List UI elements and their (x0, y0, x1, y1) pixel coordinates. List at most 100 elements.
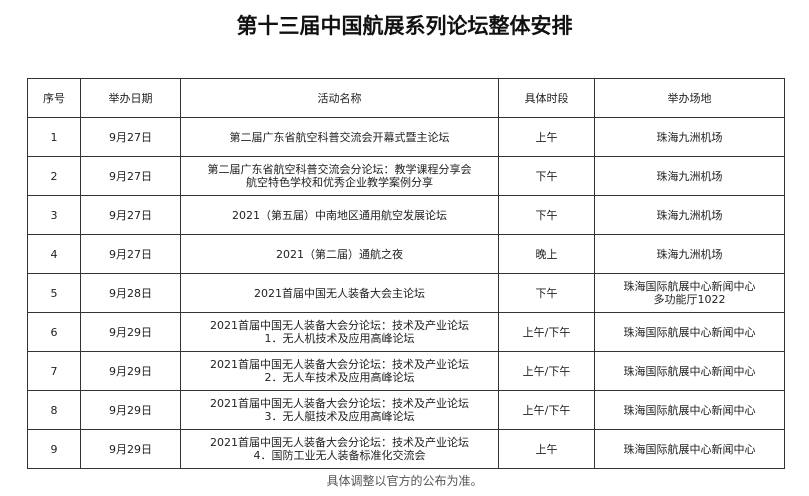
table-row: 2 9月27日 第二届广东省航空科普交流会分论坛：教学课程分享会 航空特色学校和优秀企… (27, 156, 785, 196)
footnote: 具体调整以官方的公布为准。 (326, 474, 483, 488)
cell-time: 下午 (498, 156, 595, 196)
cell-time: 下午 (498, 273, 595, 313)
cell-date: 9月27日 (80, 117, 181, 157)
cell-time-text: 上午/下午 (522, 403, 571, 417)
cell-index-text: 5 (50, 286, 58, 300)
cell-date-text: 9月27日 (109, 130, 152, 144)
table-row: 9 9月29日 2021首届中国无人装备大会分论坛：技术及产业论坛 4．国防工业无人装… (27, 429, 785, 469)
cell-index: 2 (27, 156, 81, 196)
cell-venue: 珠海国际航展中心新闻中心 (594, 429, 785, 469)
cell-date: 9月29日 (80, 351, 181, 391)
cell-event-text: 航空特色学校和优秀企业教学案例分享 (246, 176, 433, 189)
cell-time-text: 上午 (535, 130, 558, 144)
cell-venue-text: 珠海国际航展中心新闻中心 (623, 364, 756, 378)
cell-venue-text: 珠海九洲机场 (656, 208, 723, 222)
table-row: 5 9月28日 2021首届中国无人装备大会主论坛 下午 珠海国际航展中心新闻中心 多功能… (27, 273, 785, 313)
cell-time: 上午 (498, 429, 595, 469)
cell-event-text: 2021首届中国无人装备大会分论坛：技术及产业论坛 (210, 436, 469, 449)
cell-index-text: 6 (50, 325, 58, 339)
cell-date-text: 9月29日 (109, 442, 152, 456)
cell-venue: 珠海九洲机场 (594, 117, 785, 157)
cell-event: 第二届广东省航空科普交流会分论坛：教学课程分享会 航空特色学校和优秀企业教学案例分… (180, 156, 499, 196)
cell-time-text: 上午/下午 (522, 325, 571, 339)
cell-time: 上午/下午 (498, 312, 595, 352)
table-row: 4 9月27日 2021（第二届）通航之夜 晚上 珠海九洲机场 (27, 234, 785, 274)
cell-event: 2021（第二届）通航之夜 (180, 234, 499, 274)
cell-date: 9月29日 (80, 390, 181, 430)
page-title: 第十三届中国航展系列论坛整体安排 (236, 14, 573, 38)
cell-venue-text: 珠海九洲机场 (656, 247, 723, 261)
cell-index-text: 4 (50, 247, 58, 261)
cell-event-text: 2021首届中国无人装备大会分论坛：技术及产业论坛 (210, 397, 469, 410)
cell-date: 9月27日 (80, 234, 181, 274)
header-index: 序号 (27, 78, 81, 118)
table-row: 6 9月29日 2021首届中国无人装备大会分论坛：技术及产业论坛 1．无人机技术及应… (27, 312, 785, 352)
cell-event-text: 第二届广东省航空科普交流会开幕式暨主论坛 (229, 130, 450, 144)
cell-time-text: 上午/下午 (522, 364, 571, 378)
cell-venue: 珠海九洲机场 (594, 195, 785, 235)
cell-venue: 珠海国际航展中心新闻中心 (594, 312, 785, 352)
cell-date-text: 9月27日 (109, 208, 152, 222)
cell-event: 2021首届中国无人装备大会分论坛：技术及产业论坛 1．无人机技术及应用高峰论坛 (180, 312, 499, 352)
cell-date: 9月29日 (80, 312, 181, 352)
cell-event-text: 第二届广东省航空科普交流会分论坛：教学课程分享会 (207, 163, 472, 176)
cell-venue: 珠海国际航展中心新闻中心 (594, 351, 785, 391)
cell-time-text: 下午 (535, 208, 558, 222)
cell-event-text: 2021（第五届）中南地区通用航空发展论坛 (232, 208, 447, 222)
cell-event-text: 2021首届中国无人装备大会分论坛：技术及产业论坛 (210, 319, 469, 332)
cell-time-text: 下午 (535, 169, 558, 183)
cell-venue-text: 珠海国际航展中心新闻中心 (623, 325, 756, 339)
cell-event-text: 3．无人艇技术及应用高峰论坛 (264, 410, 415, 423)
cell-venue-text: 珠海国际航展中心新闻中心 (623, 442, 756, 456)
cell-time: 上午/下午 (498, 351, 595, 391)
cell-index: 8 (27, 390, 81, 430)
cell-venue-text: 多功能厅1022 (653, 293, 726, 306)
table-row: 7 9月29日 2021首届中国无人装备大会分论坛：技术及产业论坛 2．无人车技术及应… (27, 351, 785, 391)
table-header-row: 序号 举办日期 活动名称 具体时段 举办场地 (27, 78, 785, 118)
cell-event-text: 4．国防工业无人装备标准化交流会 (253, 449, 426, 462)
cell-date: 9月29日 (80, 429, 181, 469)
cell-date-text: 9月29日 (109, 325, 152, 339)
cell-index: 1 (27, 117, 81, 157)
header-venue: 举办场地 (594, 78, 785, 118)
cell-time: 晚上 (498, 234, 595, 274)
table-row: 3 9月27日 2021（第五届）中南地区通用航空发展论坛 下午 珠海九洲机场 (27, 195, 785, 235)
table-row: 1 9月27日 第二届广东省航空科普交流会开幕式暨主论坛 上午 珠海九洲机场 (27, 117, 785, 157)
cell-index: 7 (27, 351, 81, 391)
cell-event: 2021首届中国无人装备大会分论坛：技术及产业论坛 4．国防工业无人装备标准化交流… (180, 429, 499, 469)
cell-index-text: 7 (50, 364, 58, 378)
cell-date: 9月27日 (80, 156, 181, 196)
cell-date-text: 9月27日 (109, 169, 152, 183)
cell-venue-text: 珠海国际航展中心新闻中心 (623, 403, 756, 417)
header-date: 举办日期 (80, 78, 181, 118)
cell-event-text: 1．无人机技术及应用高峰论坛 (264, 332, 415, 345)
cell-index-text: 3 (50, 208, 58, 222)
cell-venue-text: 珠海国际航展中心新闻中心 (623, 280, 756, 293)
cell-time: 上午/下午 (498, 390, 595, 430)
cell-venue-text: 珠海九洲机场 (656, 169, 723, 183)
cell-venue-text: 珠海九洲机场 (656, 130, 723, 144)
table-row: 8 9月29日 2021首届中国无人装备大会分论坛：技术及产业论坛 3．无人艇技术及应… (27, 390, 785, 430)
cell-event-text: 2021首届中国无人装备大会主论坛 (254, 286, 425, 300)
cell-date: 9月28日 (80, 273, 181, 313)
cell-time-text: 晚上 (535, 247, 558, 261)
cell-date-text: 9月27日 (109, 247, 152, 261)
cell-time: 上午 (498, 117, 595, 157)
cell-venue: 珠海国际航展中心新闻中心 多功能厅1022 (594, 273, 785, 313)
cell-event: 2021首届中国无人装备大会分论坛：技术及产业论坛 2．无人车技术及应用高峰论坛 (180, 351, 499, 391)
cell-venue: 珠海九洲机场 (594, 234, 785, 274)
cell-index-text: 9 (50, 442, 58, 456)
cell-event: 第二届广东省航空科普交流会开幕式暨主论坛 (180, 117, 499, 157)
cell-index: 3 (27, 195, 81, 235)
cell-venue: 珠海国际航展中心新闻中心 (594, 390, 785, 430)
cell-venue: 珠海九洲机场 (594, 156, 785, 196)
cell-time-text: 下午 (535, 286, 558, 300)
cell-date: 9月27日 (80, 195, 181, 235)
header-time: 具体时段 (498, 78, 595, 118)
cell-index: 9 (27, 429, 81, 469)
header-event: 活动名称 (180, 78, 499, 118)
cell-index-text: 8 (50, 403, 58, 417)
cell-date-text: 9月29日 (109, 403, 152, 417)
cell-event-text: 2．无人车技术及应用高峰论坛 (264, 371, 415, 384)
cell-event: 2021（第五届）中南地区通用航空发展论坛 (180, 195, 499, 235)
